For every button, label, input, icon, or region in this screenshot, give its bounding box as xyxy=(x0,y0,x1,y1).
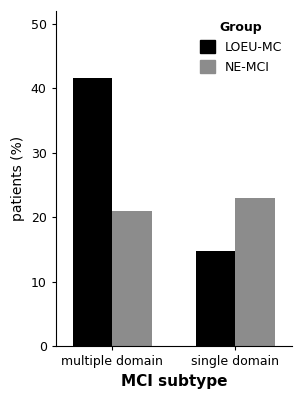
X-axis label: MCI subtype: MCI subtype xyxy=(121,374,227,389)
Bar xyxy=(235,198,275,346)
Bar xyxy=(112,211,152,346)
Y-axis label: patients (%): patients (%) xyxy=(11,136,25,221)
Bar xyxy=(195,251,235,346)
Bar xyxy=(73,78,112,346)
Legend: LOEU-MC, NE-MCI: LOEU-MC, NE-MCI xyxy=(196,17,286,78)
